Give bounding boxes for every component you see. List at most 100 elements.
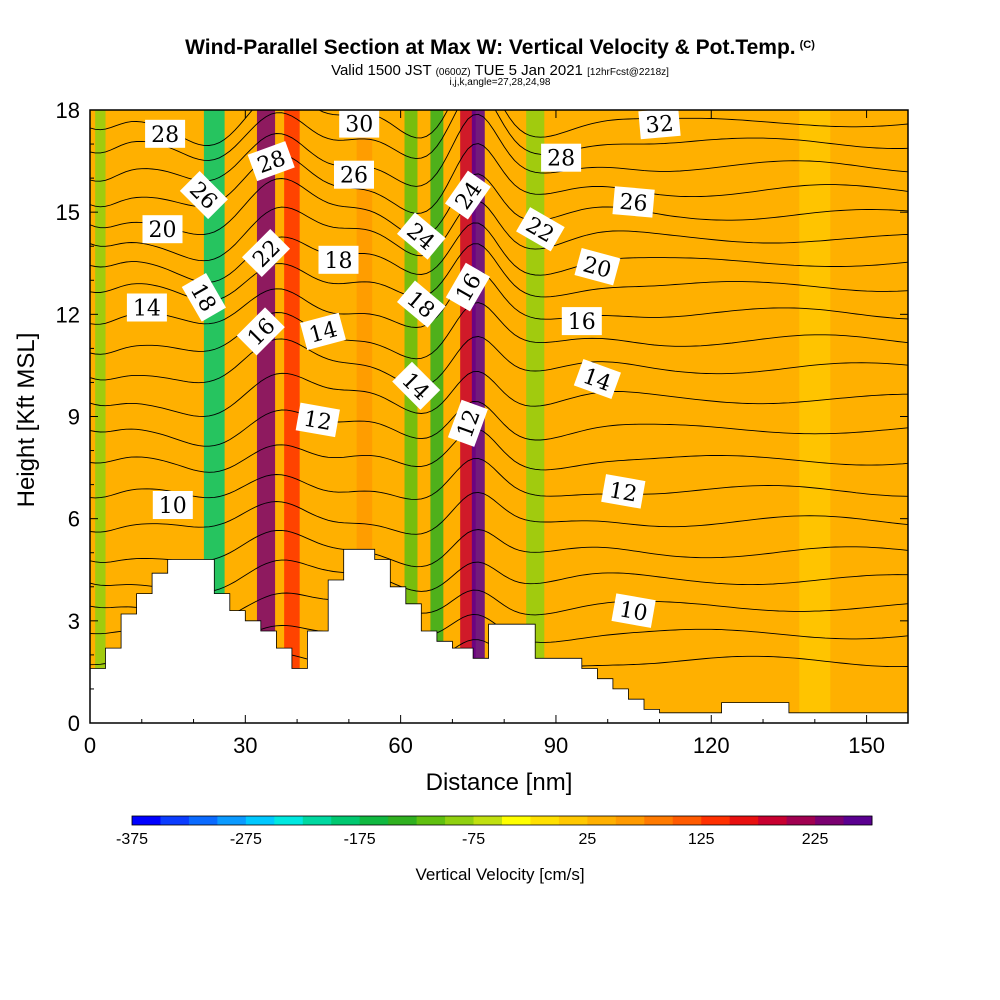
contour-label-bg [611, 593, 656, 628]
colorbar-swatch [644, 816, 674, 825]
y-tick-label: 15 [56, 200, 80, 225]
contour-label-bg [179, 171, 228, 220]
x-tick-label: 150 [848, 733, 885, 758]
contour-label-bg [601, 474, 646, 509]
chart-subtitle-indices: i,j,k,angle=27,28,24,98 [449, 77, 551, 88]
subtitle-forecast: [12hrFcst@2218z] [587, 67, 669, 78]
contour-label-bg [142, 215, 183, 244]
isentrope-line [90, 113, 908, 187]
contour-label-bg [236, 307, 285, 356]
colorbar-tick-label: -375 [116, 831, 148, 848]
colorbar-swatch [843, 816, 873, 825]
contour-label-bg [573, 359, 621, 399]
isentrope-line [90, 491, 908, 535]
isentrope-line [90, 458, 908, 500]
colorbar-swatch [701, 816, 731, 825]
contour-label-text: 12 [302, 407, 334, 436]
colorbar-frame [131, 815, 873, 826]
chart-title: Wind-Parallel Section at Max W: Vertical… [0, 36, 1000, 60]
contour-label: 32 [638, 110, 681, 140]
x-axis-title: Distance [nm] [426, 769, 573, 796]
isentrope-line [90, 401, 908, 447]
contour-label-bg [247, 141, 295, 182]
colorbar-swatch [587, 816, 617, 825]
isentrope-line [90, 173, 908, 238]
colorbar-title: Vertical Velocity [cm/s] [415, 865, 584, 884]
x-tick-label: 0 [84, 733, 96, 758]
contour-label-bg [145, 119, 186, 148]
colorbar-tick-label: 25 [578, 831, 596, 848]
colorbar-swatch [416, 816, 446, 825]
isentrope-line [90, 529, 908, 568]
contour-label-bg [295, 402, 340, 438]
colorbar-swatch [530, 816, 560, 825]
velocity-band [526, 110, 545, 723]
colorbar-swatch [615, 816, 645, 825]
colorbar-swatch [672, 816, 702, 825]
isentrope-line [90, 143, 908, 214]
terrain-shape [90, 549, 908, 723]
contour-label-bg [339, 110, 380, 138]
contour-label-text: 10 [159, 494, 187, 519]
contour-label-bg [445, 262, 491, 312]
contour-label-text: 32 [645, 111, 675, 138]
y-tick-label: 9 [68, 405, 80, 430]
colorbar-swatch [359, 816, 389, 825]
colorbar-swatch [245, 816, 275, 825]
colorbar-tick-label: -75 [462, 831, 485, 848]
contour-label: 14 [300, 312, 346, 351]
isentrope-line [90, 336, 908, 387]
contour-label-text: 12 [607, 478, 639, 507]
isentrope-line [90, 110, 908, 146]
contour-label-text: 28 [547, 147, 575, 172]
colorbar-swatch [502, 816, 531, 825]
y-tick-label: 0 [68, 711, 80, 736]
contour-label: 18 [318, 245, 359, 274]
subtitle-valid-time: Valid 1500 JST [331, 62, 432, 79]
colorbar-swatch [786, 816, 816, 825]
contour-label-text: 16 [568, 310, 596, 335]
contour-label-bg [612, 186, 655, 218]
contour-label-text: 18 [325, 249, 353, 274]
contour-label: 16 [561, 307, 602, 336]
isentrope-line [90, 370, 908, 417]
isentrope-line [90, 302, 908, 360]
contour-label: 30 [339, 110, 380, 138]
contour-label: 28 [247, 141, 295, 182]
isentrope-line [90, 222, 908, 283]
y-tick-label: 3 [68, 609, 80, 634]
colorbar-tick-label: -175 [344, 831, 376, 848]
colorbar-swatch [132, 816, 161, 825]
contour-label: 14 [126, 293, 167, 322]
contour-label: 12 [601, 474, 646, 509]
colorbar-swatch [160, 816, 190, 825]
x-tick-label: 30 [233, 733, 257, 758]
x-tick-label: 90 [544, 733, 568, 758]
contour-label-bg [152, 491, 193, 519]
subtitle-date: TUE 5 Jan 2021 [474, 62, 583, 79]
colorbar-swatch [815, 816, 845, 825]
subtitle-utc: (0600Z) [435, 67, 471, 78]
contour-label-bg [318, 245, 359, 274]
contour-label: 26 [612, 186, 655, 218]
contour-label: 28 [541, 143, 582, 172]
isentrope-line [90, 243, 908, 302]
isentrope-line [90, 110, 908, 161]
contour-label-bg [447, 399, 488, 447]
contour-label-bg [181, 272, 227, 322]
contour-label-bg [241, 228, 291, 278]
y-tick-label: 6 [68, 507, 80, 532]
contour-label-bg [574, 248, 621, 286]
colorbar-swatch [558, 816, 588, 825]
contour-label-bg [126, 293, 167, 322]
velocity-band [404, 110, 418, 723]
axes: 0 30 60 90 120 150 0 3 6 9 12 15 18 [56, 98, 908, 758]
contour-label-bg [638, 110, 681, 140]
contour-label: 20 [142, 215, 183, 244]
contour-label: 10 [152, 491, 193, 519]
colorbar-swatch [274, 816, 304, 825]
contour-label-bg [561, 307, 602, 336]
velocity-band [95, 110, 106, 723]
colorbar-swatch [217, 816, 247, 825]
